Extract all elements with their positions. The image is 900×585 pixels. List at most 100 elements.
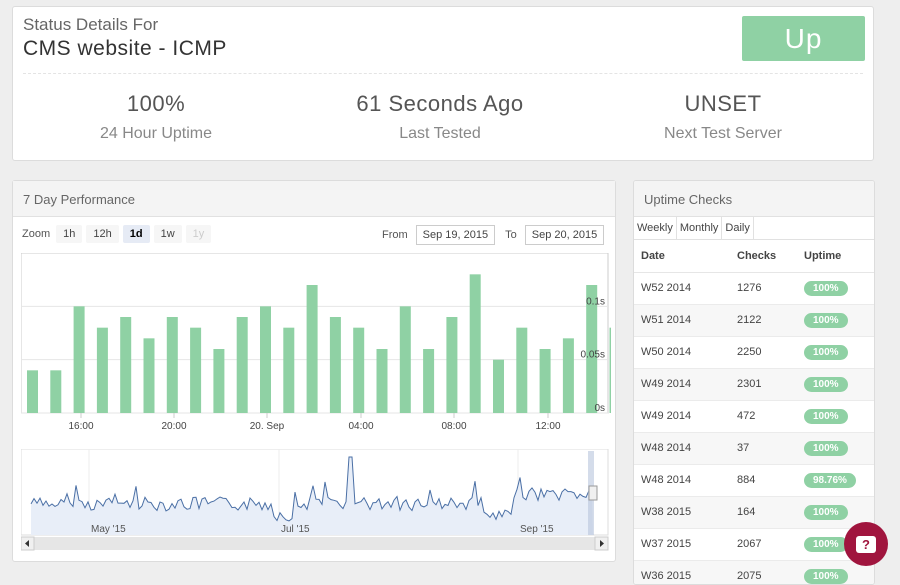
bar[interactable] xyxy=(27,370,38,413)
tab-monthly[interactable]: Monthly xyxy=(677,217,723,239)
cell-checks: 472 xyxy=(730,400,797,433)
table-row: W49 2014 472 100% xyxy=(634,400,874,433)
zoom-1d-button[interactable]: 1d xyxy=(122,225,150,243)
navigator-area xyxy=(31,457,593,535)
bar[interactable] xyxy=(236,317,248,413)
help-button[interactable]: ? xyxy=(844,522,888,566)
bar[interactable] xyxy=(329,317,341,413)
cell-date: W48 2014 xyxy=(634,432,730,465)
bar[interactable] xyxy=(539,349,551,413)
bar[interactable] xyxy=(586,285,598,413)
bar[interactable] xyxy=(190,327,202,413)
uptime-badge: 100% xyxy=(804,408,848,424)
column-header-date[interactable]: Date xyxy=(634,240,730,273)
navigator-label: Sep '15 xyxy=(520,524,554,535)
cell-checks: 2067 xyxy=(730,528,797,561)
bar[interactable] xyxy=(283,327,295,413)
zoom-1w-button[interactable]: 1w xyxy=(153,225,182,243)
table-row: W37 2015 2067 100% xyxy=(634,528,874,561)
date-range: From Sep 19, 2015 To Sep 20, 2015 xyxy=(382,225,605,245)
table-row: W48 2014 884 98.76% xyxy=(634,464,874,497)
cell-uptime: 100% xyxy=(797,272,874,305)
scrollbar-track[interactable] xyxy=(21,537,608,550)
tab-weekly[interactable]: Weekly xyxy=(634,217,677,239)
cell-date: W38 2015 xyxy=(634,496,730,529)
from-date-input[interactable]: Sep 19, 2015 xyxy=(415,225,496,245)
zoom-1y-button[interactable]: 1y xyxy=(185,225,212,243)
stat-value: 61 Seconds Ago xyxy=(356,91,524,116)
uptime-badge: 98.76% xyxy=(804,472,856,488)
bar[interactable] xyxy=(469,274,481,413)
bar[interactable] xyxy=(562,338,574,413)
uptime-badge: 100% xyxy=(804,440,848,456)
table-row: W49 2014 2301 100% xyxy=(634,368,874,401)
bar[interactable] xyxy=(260,306,271,413)
zoom-1h-button[interactable]: 1h xyxy=(56,225,83,243)
table-row: W50 2014 2250 100% xyxy=(634,336,874,369)
bar[interactable] xyxy=(493,359,504,413)
zoom-label: Zoom xyxy=(22,228,51,240)
status-panel: Status Details For CMS website - ICMP Up… xyxy=(12,6,874,161)
bar[interactable] xyxy=(423,349,435,413)
stat-label: 24 Hour Uptime xyxy=(99,125,213,142)
bar[interactable] xyxy=(120,317,132,413)
x-tick-label: 08:00 xyxy=(441,421,466,432)
status-badge: Up xyxy=(742,16,865,61)
cell-checks: 884 xyxy=(730,464,797,497)
uptime-badge: 100% xyxy=(804,344,848,360)
status-pretitle: Status Details For xyxy=(23,15,159,34)
bar[interactable] xyxy=(376,349,388,413)
panel-title: Uptime Checks xyxy=(634,181,874,217)
cell-uptime: 98.76% xyxy=(797,464,874,497)
bar[interactable] xyxy=(609,327,612,413)
cell-date: W50 2014 xyxy=(634,336,730,369)
bar[interactable] xyxy=(306,285,318,413)
stat-next-server: UNSET Next Test Server xyxy=(593,91,853,143)
arrow-right-icon xyxy=(600,540,604,547)
uptime-tabs: Weekly Monthly Daily xyxy=(634,217,874,240)
column-header-uptime[interactable]: Uptime xyxy=(797,240,874,273)
cell-date: W36 2015 xyxy=(634,560,730,584)
tab-daily[interactable]: Daily xyxy=(722,217,754,239)
bar[interactable] xyxy=(446,317,458,413)
uptime-badge: 100% xyxy=(804,568,848,584)
cell-date: W51 2014 xyxy=(634,304,730,337)
navigator[interactable]: May '15 Jul '15 Sep '15 xyxy=(21,449,611,552)
navigator-label: Jul '15 xyxy=(281,524,310,535)
cell-date: W48 2014 xyxy=(634,464,730,497)
zoom-12h-button[interactable]: 12h xyxy=(86,225,119,243)
uptime-panel: Uptime Checks Weekly Monthly Daily Date … xyxy=(633,180,875,585)
y-tick-label: 0s xyxy=(594,403,605,414)
stat-value: 100% xyxy=(126,91,186,116)
navigator-handle[interactable] xyxy=(588,485,598,501)
x-tick-label: 20. Sep xyxy=(250,421,285,432)
panel-title: 7 Day Performance xyxy=(13,181,615,217)
from-label: From xyxy=(382,229,408,241)
column-header-checks[interactable]: Checks xyxy=(730,240,797,273)
uptime-badge: 100% xyxy=(804,536,848,552)
x-tick-label: 04:00 xyxy=(348,421,373,432)
x-tick-label: 12:00 xyxy=(535,421,560,432)
bar[interactable] xyxy=(96,327,108,413)
cell-date: W49 2014 xyxy=(634,400,730,433)
uptime-badge: 100% xyxy=(804,376,848,392)
bar[interactable] xyxy=(166,317,178,413)
bar[interactable] xyxy=(73,306,85,413)
bar[interactable] xyxy=(213,349,225,413)
y-tick-label: 0.05s xyxy=(581,350,605,361)
to-label: To xyxy=(505,229,517,241)
bar[interactable] xyxy=(143,338,155,413)
bar[interactable] xyxy=(50,370,62,413)
bar[interactable] xyxy=(399,306,411,413)
bar[interactable] xyxy=(353,327,365,413)
arrow-left-icon xyxy=(25,540,29,547)
to-date-input[interactable]: Sep 20, 2015 xyxy=(524,225,605,245)
y-tick-label: 0.1s xyxy=(586,296,605,307)
help-bubble-icon: ? xyxy=(856,536,876,554)
cell-checks: 2122 xyxy=(730,304,797,337)
bar[interactable] xyxy=(516,327,528,413)
table-row: W48 2014 37 100% xyxy=(634,432,874,465)
y-axis-labels: 0s 0.05s 0.1s xyxy=(581,296,605,414)
page-title: CMS website - ICMP xyxy=(23,37,227,60)
